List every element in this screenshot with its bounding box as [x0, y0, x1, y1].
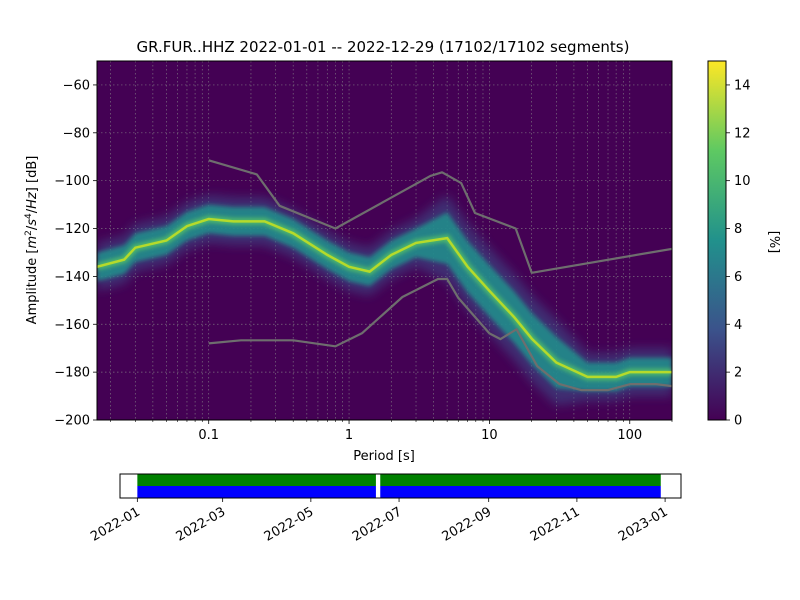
y-tick-label: −60: [63, 78, 90, 93]
x-tick-label: 10: [481, 428, 498, 443]
y-tick-label: −100: [54, 174, 90, 189]
y-tick-label: −140: [54, 270, 90, 285]
psd-density-bands: [97, 195, 672, 406]
y-axis: −200 −180 −160 −140 −120 −100 −80 −60: [54, 78, 97, 429]
colorbar-label: [%]: [766, 231, 781, 254]
timeline-tick-label: 2022-11: [528, 505, 583, 545]
x-tick-label: 100: [617, 428, 642, 443]
psd-band-middle: [97, 204, 672, 392]
plot-frame: [96, 60, 673, 421]
x-tick-label: 1: [345, 428, 353, 443]
psd-mode-line: [97, 217, 672, 379]
colorbar-tick-label: 4: [734, 318, 742, 333]
noise-model-curves: [208, 159, 672, 392]
timeline-tick-label: 2023-01: [616, 505, 671, 545]
timeline-tick-label: 2022-03: [174, 505, 229, 545]
y-tick-label: −120: [54, 222, 90, 237]
x-axis-label: Period [s]: [353, 449, 415, 464]
y-tick-label: −180: [54, 366, 90, 381]
timeline-frame: [119, 473, 682, 499]
timeline-tick-label: 2022-05: [262, 505, 317, 545]
timeline-segments: [137, 474, 661, 498]
colorbar-tick-label: 8: [734, 222, 742, 237]
timeline-tick-label: 2022-09: [440, 505, 495, 545]
colorbar-ticks: 0 2 4 6 8 10 12 14: [726, 78, 751, 429]
colorbar-tick-label: 10: [734, 174, 751, 189]
colorbar: [707, 60, 727, 421]
chart-title: GR.FUR..HHZ 2022-01-01 -- 2022-12-29 (17…: [137, 38, 630, 56]
colorbar-tick-label: 6: [734, 270, 742, 285]
y-tick-label: −160: [54, 318, 90, 333]
timeline-segment: [380, 474, 661, 486]
timeline-ticks: 2022-01 2022-03 2022-05 2022-07 2022-09 2022-…: [88, 498, 671, 545]
timeline-tick-label: 2022-01: [88, 505, 143, 545]
low-noise-model-curve: [208, 277, 672, 392]
x-tick-label: 0.1: [198, 428, 219, 443]
data-availability-timeline: 2022-01 2022-03 2022-05 2022-07 2022-09 2022-…: [88, 473, 682, 545]
y-tick-label: −80: [63, 126, 90, 141]
x-axis: 0.1 1 10 100: [110, 420, 673, 443]
timeline-segment: [137, 486, 376, 498]
colorbar-tick-label: 0: [734, 414, 742, 429]
high-noise-model-curve: [208, 159, 672, 274]
timeline-segment: [380, 486, 661, 498]
y-axis-label: Amplitude [m2/s4/Hz] [dB]: [24, 156, 40, 325]
colorbar-tick-label: 14: [734, 78, 751, 93]
y-tick-label: −200: [54, 414, 90, 429]
timeline-segment: [137, 474, 376, 486]
timeline-tick-label: 2022-07: [350, 505, 405, 545]
colorbar-tick-label: 2: [734, 366, 742, 381]
colorbar-tick-label: 12: [734, 126, 751, 141]
